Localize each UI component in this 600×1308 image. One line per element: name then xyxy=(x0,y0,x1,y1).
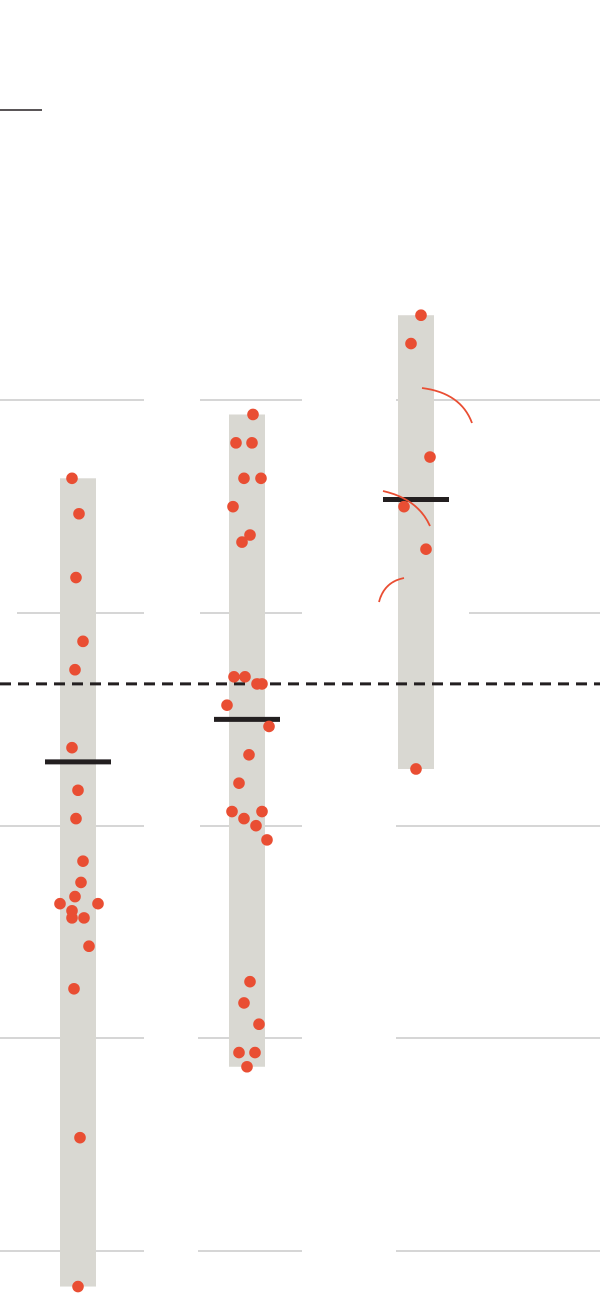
data-point xyxy=(249,1046,261,1059)
callout-line xyxy=(382,490,431,527)
data-point xyxy=(66,741,78,754)
data-point xyxy=(83,940,95,953)
data-point xyxy=(75,876,87,889)
range-bar xyxy=(398,315,434,769)
data-point xyxy=(66,904,78,917)
data-point xyxy=(92,897,104,910)
data-point xyxy=(227,500,239,513)
data-point xyxy=(70,571,82,584)
data-point xyxy=(77,855,89,867)
data-point xyxy=(250,819,262,832)
data-point xyxy=(424,451,436,463)
data-point xyxy=(398,500,410,513)
data-point xyxy=(70,812,82,825)
data-point xyxy=(228,671,240,683)
data-point xyxy=(420,543,432,555)
data-point xyxy=(256,805,268,818)
data-point xyxy=(253,1018,265,1031)
data-point xyxy=(244,975,256,988)
data-point xyxy=(221,699,233,711)
data-point xyxy=(230,437,242,449)
data-point xyxy=(233,777,245,789)
data-point xyxy=(72,1280,84,1293)
data-point xyxy=(247,408,259,421)
data-point xyxy=(243,749,255,761)
data-point xyxy=(255,472,267,485)
data-point xyxy=(78,912,90,924)
data-point xyxy=(74,1131,86,1144)
data-points xyxy=(54,309,436,1293)
range-bars xyxy=(60,315,434,1287)
data-point xyxy=(69,663,81,676)
median-markers xyxy=(45,497,449,765)
data-point xyxy=(415,309,427,322)
callout-lines xyxy=(378,387,473,603)
data-point xyxy=(246,437,258,449)
data-point xyxy=(405,337,417,350)
data-point xyxy=(238,997,250,1009)
data-point xyxy=(233,1046,245,1059)
data-point xyxy=(69,890,81,903)
callout-line xyxy=(378,577,405,603)
data-point xyxy=(238,812,250,825)
data-point xyxy=(239,671,251,683)
data-point xyxy=(256,678,268,690)
callout-line xyxy=(421,387,473,424)
data-point xyxy=(263,720,275,733)
data-point xyxy=(68,982,80,995)
data-point xyxy=(77,635,89,648)
data-point xyxy=(72,784,84,797)
data-point xyxy=(236,536,248,548)
data-point xyxy=(66,472,78,485)
data-point xyxy=(73,507,85,520)
data-point xyxy=(54,897,66,910)
data-point xyxy=(261,834,273,846)
data-point xyxy=(238,472,250,485)
range-bar xyxy=(229,414,265,1067)
data-point xyxy=(226,805,238,818)
data-point xyxy=(241,1060,253,1073)
data-point xyxy=(244,529,256,541)
data-point xyxy=(410,763,422,775)
